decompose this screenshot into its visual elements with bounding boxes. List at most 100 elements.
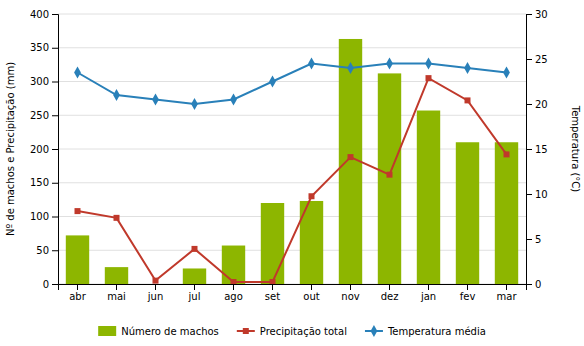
marker: [308, 58, 315, 70]
tick-mark: [428, 284, 429, 290]
marks: [66, 39, 518, 284]
tick-mark: [52, 284, 58, 285]
line: [78, 78, 507, 282]
tick: 100: [30, 211, 58, 222]
bar: [222, 246, 245, 284]
tick-label: 0: [535, 279, 541, 290]
tick-label: 50: [36, 245, 49, 256]
marker: [269, 76, 276, 88]
tick-mark: [52, 217, 58, 218]
tick-mark: [526, 239, 532, 240]
tick-label: 5: [535, 234, 541, 245]
tick-label: mar: [497, 291, 518, 302]
tick: 0: [43, 279, 58, 290]
tick: 10: [526, 189, 548, 200]
tick-label: set: [265, 291, 280, 302]
grid-line: [58, 47, 526, 48]
tick-mark: [526, 14, 532, 15]
grid: [58, 14, 526, 284]
legend-item: Precipitação total: [237, 326, 347, 337]
marker: [387, 172, 393, 178]
legend-marker: [243, 328, 249, 334]
bar: [456, 142, 479, 284]
bar: [105, 267, 128, 284]
marker: [191, 98, 198, 110]
marker: [309, 193, 315, 199]
tick-mark: [155, 284, 156, 290]
tick-label: out: [303, 291, 319, 302]
tick-label: 0: [43, 279, 49, 290]
tick-mark: [526, 149, 532, 150]
bar: [417, 111, 440, 284]
tick: jul: [188, 284, 201, 302]
bar: [495, 142, 518, 284]
tick: 5: [526, 234, 541, 245]
legend-label: Temperatura média: [387, 326, 486, 337]
marker: [270, 279, 276, 284]
bar-series: [66, 39, 518, 284]
tick-mark: [52, 149, 58, 150]
tick-label: 150: [30, 177, 49, 188]
tick: set: [265, 284, 280, 302]
tick-mark: [52, 82, 58, 83]
tick-label: 30: [535, 9, 548, 20]
marker: [465, 97, 471, 103]
grid-line: [58, 115, 526, 116]
tick-label: jan: [420, 291, 436, 302]
y-axis: 0 50 100 150 200 250 300 350 400: [30, 9, 59, 290]
axis-line: [59, 285, 527, 291]
tick-mark: [350, 284, 351, 290]
marker: [192, 246, 198, 252]
tick: dez: [381, 284, 399, 302]
tick-mark: [77, 284, 78, 290]
tick-mark: [52, 115, 58, 116]
tick-label: 10: [535, 189, 548, 200]
tick: out: [303, 284, 319, 302]
tick-mark: [233, 284, 234, 290]
axis-line: [52, 15, 59, 285]
bar: [66, 235, 89, 284]
marker: [75, 208, 81, 214]
line-series: [75, 75, 510, 284]
tick: 200: [30, 144, 58, 155]
legend-label: Número de machos: [121, 326, 219, 337]
marker: [230, 94, 237, 106]
plot: abrmaijunjulagosetoutnovdezjanfevmar0501…: [30, 9, 548, 302]
y2-axis-title: Temperatura (°C): [570, 105, 581, 193]
tick-label: dez: [381, 291, 399, 302]
marker: [113, 89, 120, 101]
marker: [231, 279, 237, 284]
legend-marker: [371, 325, 378, 337]
tick-mark: [467, 284, 468, 290]
tick: 20: [526, 99, 548, 110]
bar: [261, 203, 284, 284]
marker: [114, 215, 120, 221]
tick: jan: [420, 284, 436, 302]
tick: 0: [526, 279, 541, 290]
tick: 25: [526, 54, 548, 65]
bar: [183, 268, 206, 284]
tick-label: 250: [30, 110, 49, 121]
tick-mark: [272, 284, 273, 290]
grid-line: [58, 81, 526, 82]
tick-mark: [526, 104, 532, 105]
legend-item: Número de machos: [98, 326, 219, 337]
tick: 300: [30, 76, 58, 87]
tick: jun: [147, 284, 163, 302]
marker: [152, 94, 159, 106]
tick-mark: [52, 250, 58, 251]
marker: [503, 67, 510, 79]
tick: mai: [107, 284, 126, 302]
tick: mar: [497, 284, 518, 302]
marker: [464, 62, 471, 74]
tick: 350: [30, 42, 58, 53]
tick: 50: [36, 245, 58, 256]
tick-label: 300: [30, 76, 49, 87]
bar: [378, 73, 401, 284]
marker: [386, 58, 393, 70]
tick-mark: [194, 284, 195, 290]
tick-label: jul: [188, 291, 201, 302]
legend: Número de machos Precipitação total Temper…: [98, 325, 486, 337]
x-axis: abrmaijunjulagosetoutnovdezjanfevmar: [59, 284, 527, 302]
tick-label: 400: [30, 9, 49, 20]
